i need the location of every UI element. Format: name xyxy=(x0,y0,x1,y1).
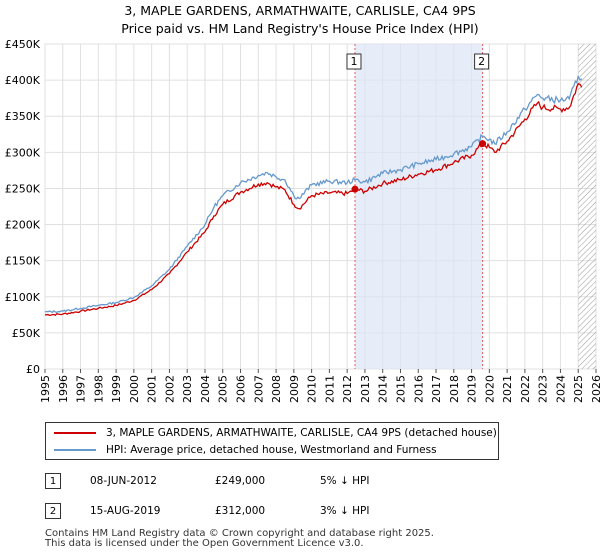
sale-point xyxy=(479,140,487,148)
x-tick-label: 2009 xyxy=(288,375,301,403)
sale-number-box xyxy=(474,53,490,70)
legend-swatch-property xyxy=(54,432,96,434)
chart-subtitle: Price paid vs. HM Land Registry's House … xyxy=(121,21,479,36)
x-tick-label: 1997 xyxy=(75,375,88,403)
x-tick-label: 1996 xyxy=(57,375,70,403)
footer-licence: This data is licensed under the Open Gov… xyxy=(45,538,364,549)
legend-swatch-hpi xyxy=(54,449,96,451)
x-tick-label: 2004 xyxy=(199,375,212,403)
x-tick-label: 2016 xyxy=(412,375,425,403)
x-tick-label: 2012 xyxy=(341,375,354,403)
x-tick-label: 2008 xyxy=(270,375,283,403)
sale-date: 15-AUG-2019 xyxy=(90,505,161,517)
x-tick-label: 2014 xyxy=(377,375,390,403)
x-tick-label: 2022 xyxy=(519,375,532,403)
x-tick-label: 2020 xyxy=(483,375,496,403)
y-tick-label: £400K xyxy=(5,74,41,87)
x-axis: 1995 1996 1997 1998 1999 2000 2001 2002 2003 2004… xyxy=(39,369,600,403)
x-tick-label: 2007 xyxy=(252,375,265,403)
legend-item-hpi: HPI: Average price, detached house, West… xyxy=(54,442,437,458)
x-tick-label: 2006 xyxy=(235,375,248,403)
y-tick-label: £450K xyxy=(5,38,41,51)
legend: 3, MAPLE GARDENS, ARMATHWAITE, CARLISLE,… xyxy=(45,422,499,460)
x-tick-label: 2001 xyxy=(146,375,159,403)
y-tick-label: £150K xyxy=(5,255,41,268)
footer-copyright: Contains HM Land Registry data © Crown c… xyxy=(45,528,434,539)
x-tick-label: 2002 xyxy=(163,375,176,403)
x-tick-label: 2011 xyxy=(323,375,336,403)
x-tick-label: 2003 xyxy=(181,375,194,403)
sale-hpi-diff: 3% ↓ HPI xyxy=(320,505,370,517)
x-tick-label: 2018 xyxy=(448,375,461,403)
sale-hpi-diff: 5% ↓ HPI xyxy=(320,475,370,487)
x-tick-label: 2026 xyxy=(590,375,600,403)
chart-title: 3, MAPLE GARDENS, ARMATHWAITE, CARLISLE,… xyxy=(124,3,476,18)
y-tick-label: £250K xyxy=(5,182,41,195)
series-line-hpi xyxy=(44,74,583,314)
footer: Contains HM Land Registry data © Crown c… xyxy=(45,529,434,549)
sale-point xyxy=(351,185,359,193)
legend-item-property: 3, MAPLE GARDENS, ARMATHWAITE, CARLISLE,… xyxy=(54,425,497,441)
series-line-property xyxy=(45,82,583,316)
sale-price: £249,000 xyxy=(215,475,266,487)
shaded-period xyxy=(354,44,483,369)
legend-label-property: 3, MAPLE GARDENS, ARMATHWAITE, CARLISLE,… xyxy=(106,427,497,439)
sale-number-box xyxy=(346,53,362,70)
plot-area xyxy=(44,43,597,370)
x-tick-label: 1995 xyxy=(39,375,52,403)
x-tick-label: 2010 xyxy=(306,375,319,403)
sale-number-label: 1 xyxy=(350,55,357,68)
sale-number-label: 2 xyxy=(478,55,485,68)
forecast-hatch xyxy=(578,44,596,369)
series-lines xyxy=(44,74,583,316)
x-tick-label: 2023 xyxy=(537,375,550,403)
legend-label-hpi: HPI: Average price, detached house, West… xyxy=(106,444,437,456)
sale-date: 08-JUN-2012 xyxy=(90,475,157,487)
x-tick-label: 2000 xyxy=(128,375,141,403)
sale-price: £312,000 xyxy=(215,505,266,517)
y-tick-label: £100K xyxy=(5,291,41,304)
x-tick-label: 2019 xyxy=(466,375,479,403)
x-tick-label: 1999 xyxy=(110,375,123,403)
x-tick-label: 2015 xyxy=(394,375,407,403)
y-tick-label: £350K xyxy=(5,110,41,123)
y-axis: £0 £50K £100K £150K £200K £250K £300K £350K £400… xyxy=(5,38,41,376)
sale-period-shading xyxy=(354,44,596,369)
sale-number-badge: 2 xyxy=(45,503,61,519)
y-tick-label: £200K xyxy=(5,219,41,232)
x-tick-label: 2017 xyxy=(430,375,443,403)
y-tick-label: £300K xyxy=(5,146,41,159)
chart-title-block: 3, MAPLE GARDENS, ARMATHWAITE, CARLISLE,… xyxy=(0,2,600,38)
y-tick-label: £0 xyxy=(26,363,40,376)
x-tick-label: 2024 xyxy=(554,375,567,403)
y-tick-label: £50K xyxy=(12,327,41,340)
sale-number-badge: 1 xyxy=(45,473,61,489)
x-tick-label: 2025 xyxy=(572,375,585,403)
x-tick-label: 2005 xyxy=(217,375,230,403)
x-tick-label: 1998 xyxy=(92,375,105,403)
x-tick-label: 2013 xyxy=(359,375,372,403)
x-tick-label: 2021 xyxy=(501,375,514,403)
